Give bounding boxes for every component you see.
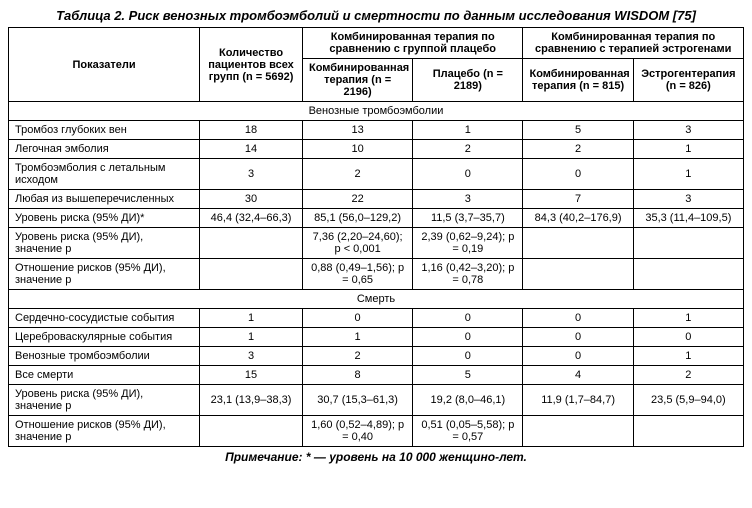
cell-value: 46,4 (32,4–66,3) <box>200 209 303 228</box>
cell-value: 0,88 (0,49–1,56); p = 0,65 <box>302 259 412 290</box>
row-label: Уровень риска (95% ДИ), значение p <box>9 385 200 416</box>
cell-value: 23,1 (13,9–38,3) <box>200 385 303 416</box>
cell-value <box>633 416 743 447</box>
cell-value: 19,2 (8,0–46,1) <box>413 385 523 416</box>
cell-value <box>633 228 743 259</box>
row-label: Легочная эмболия <box>9 140 200 159</box>
cell-value: 18 <box>200 121 303 140</box>
cell-value: 2,39 (0,62–9,24); p = 0,19 <box>413 228 523 259</box>
cell-value: 85,1 (56,0–129,2) <box>302 209 412 228</box>
col-combined-placebo: Комбинированная терапия (n = 2196) <box>302 59 412 102</box>
cell-value <box>200 228 303 259</box>
cell-value: 2 <box>302 347 412 366</box>
cell-value: 13 <box>302 121 412 140</box>
table-footnote: Примечание: * — уровень на 10 000 женщин… <box>8 450 744 464</box>
cell-value: 3 <box>633 190 743 209</box>
col-estrogen: Эстрогентерапия (n = 826) <box>633 59 743 102</box>
section-header: Венозные тромбоэмболии <box>9 102 744 121</box>
col-indicators: Показатели <box>9 28 200 102</box>
cell-value: 0 <box>413 328 523 347</box>
cell-value: 1 <box>302 328 412 347</box>
cell-value: 11,9 (1,7–84,7) <box>523 385 633 416</box>
cell-value: 1,60 (0,52–4,89); p = 0,40 <box>302 416 412 447</box>
cell-value <box>633 259 743 290</box>
cell-value: 0 <box>523 347 633 366</box>
cell-value <box>523 259 633 290</box>
cell-value: 2 <box>413 140 523 159</box>
cell-value: 7,36 (2,20–24,60); p < 0,001 <box>302 228 412 259</box>
row-label: Тромбоэмболия с летальным исходом <box>9 159 200 190</box>
cell-value: 0,51 (0,05–5,58); p = 0,57 <box>413 416 523 447</box>
row-label: Тромбоз глубоких вен <box>9 121 200 140</box>
cell-value: 15 <box>200 366 303 385</box>
cell-value: 5 <box>413 366 523 385</box>
cell-value: 1 <box>633 140 743 159</box>
row-label: Сердечно-сосудистые события <box>9 309 200 328</box>
cell-value <box>200 416 303 447</box>
cell-value: 2 <box>302 159 412 190</box>
cell-value: 0 <box>523 328 633 347</box>
cell-value: 0 <box>523 159 633 190</box>
cell-value: 0 <box>302 309 412 328</box>
section-header: Смерть <box>9 290 744 309</box>
cell-value: 1 <box>413 121 523 140</box>
row-label: Отношение рисков (95% ДИ), значение p <box>9 416 200 447</box>
row-label: Уровень риска (95% ДИ)* <box>9 209 200 228</box>
row-label: Венозные тромбоэмболии <box>9 347 200 366</box>
cell-value <box>523 416 633 447</box>
cell-value: 1 <box>633 309 743 328</box>
cell-value: 5 <box>523 121 633 140</box>
cell-value: 1 <box>200 328 303 347</box>
cell-value: 3 <box>413 190 523 209</box>
row-label: Цереброваскулярные события <box>9 328 200 347</box>
col-all-groups: Количество пациентов всех групп (n = 569… <box>200 28 303 102</box>
cell-value: 7 <box>523 190 633 209</box>
wisdom-table: Показатели Количество пациентов всех гру… <box>8 27 744 447</box>
row-label: Все смерти <box>9 366 200 385</box>
cell-value: 10 <box>302 140 412 159</box>
cell-value: 30,7 (15,3–61,3) <box>302 385 412 416</box>
row-label: Уровень риска (95% ДИ), значение p <box>9 228 200 259</box>
cell-value: 35,3 (11,4–109,5) <box>633 209 743 228</box>
cell-value: 22 <box>302 190 412 209</box>
cell-value: 8 <box>302 366 412 385</box>
cell-value: 1 <box>633 159 743 190</box>
table-title: Таблица 2. Риск венозных тромбоэмболий и… <box>8 8 744 23</box>
cell-value: 23,5 (5,9–94,0) <box>633 385 743 416</box>
cell-value: 11,5 (3,7–35,7) <box>413 209 523 228</box>
cell-value: 14 <box>200 140 303 159</box>
cell-value <box>200 259 303 290</box>
cell-value: 0 <box>413 159 523 190</box>
cell-value: 0 <box>523 309 633 328</box>
col-vs-estrogen: Комбинированная терапия по сравнению с т… <box>523 28 744 59</box>
cell-value: 0 <box>413 309 523 328</box>
cell-value: 3 <box>633 121 743 140</box>
cell-value: 84,3 (40,2–176,9) <box>523 209 633 228</box>
row-label: Отношение рисков (95% ДИ), значение p <box>9 259 200 290</box>
cell-value: 3 <box>200 347 303 366</box>
cell-value: 1,16 (0,42–3,20); p = 0,78 <box>413 259 523 290</box>
row-label: Любая из вышеперечисленных <box>9 190 200 209</box>
cell-value <box>523 228 633 259</box>
cell-value: 3 <box>200 159 303 190</box>
cell-value: 2 <box>633 366 743 385</box>
cell-value: 1 <box>633 347 743 366</box>
col-vs-placebo: Комбинированная терапия по сравнению с г… <box>302 28 523 59</box>
col-combined-estrogen: Комбинированная терапия (n = 815) <box>523 59 633 102</box>
cell-value: 2 <box>523 140 633 159</box>
col-placebo: Плацебо (n = 2189) <box>413 59 523 102</box>
cell-value: 0 <box>633 328 743 347</box>
cell-value: 4 <box>523 366 633 385</box>
cell-value: 0 <box>413 347 523 366</box>
cell-value: 1 <box>200 309 303 328</box>
cell-value: 30 <box>200 190 303 209</box>
